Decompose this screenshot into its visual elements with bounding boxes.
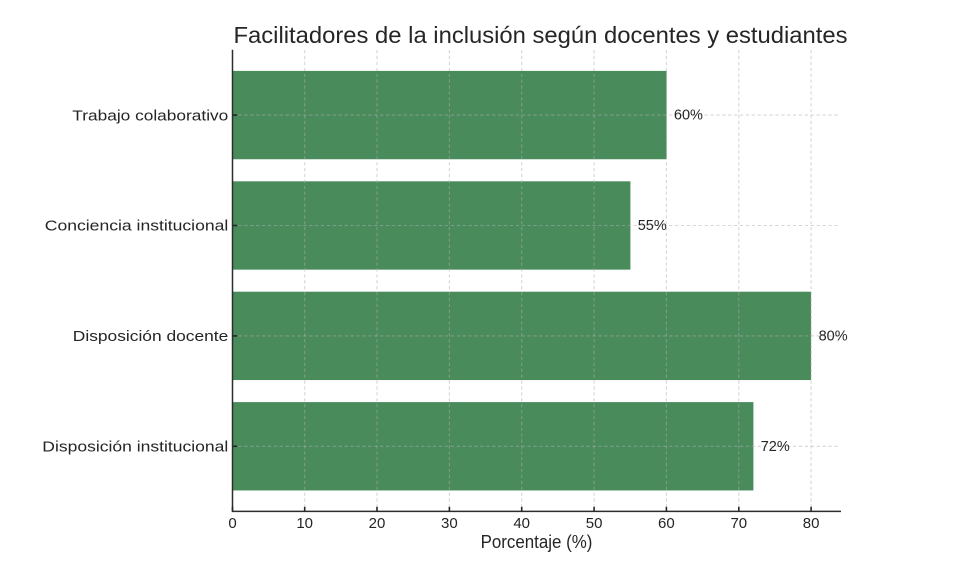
svg-text:Porcentaje (%): Porcentaje (%) <box>481 532 593 552</box>
svg-text:50: 50 <box>586 515 603 532</box>
svg-text:70: 70 <box>730 515 747 532</box>
svg-text:80: 80 <box>803 515 820 532</box>
svg-text:10: 10 <box>296 515 313 532</box>
svg-text:80%: 80% <box>819 329 848 345</box>
svg-text:Disposición docente: Disposición docente <box>73 328 229 345</box>
svg-text:60%: 60% <box>674 108 703 124</box>
svg-text:Conciencia institucional: Conciencia institucional <box>45 218 229 235</box>
svg-text:20: 20 <box>369 515 386 532</box>
svg-text:Disposición institucional: Disposición institucional <box>42 439 228 456</box>
svg-text:Trabajo colaborativo: Trabajo colaborativo <box>72 107 228 124</box>
svg-text:30: 30 <box>441 515 458 532</box>
svg-text:60: 60 <box>658 515 675 532</box>
svg-text:72%: 72% <box>761 439 790 455</box>
svg-text:Facilitadores de la inclusión: Facilitadores de la inclusión según doce… <box>234 22 848 48</box>
svg-text:40: 40 <box>513 515 530 532</box>
svg-text:0: 0 <box>228 515 236 532</box>
svg-text:55%: 55% <box>638 218 667 234</box>
